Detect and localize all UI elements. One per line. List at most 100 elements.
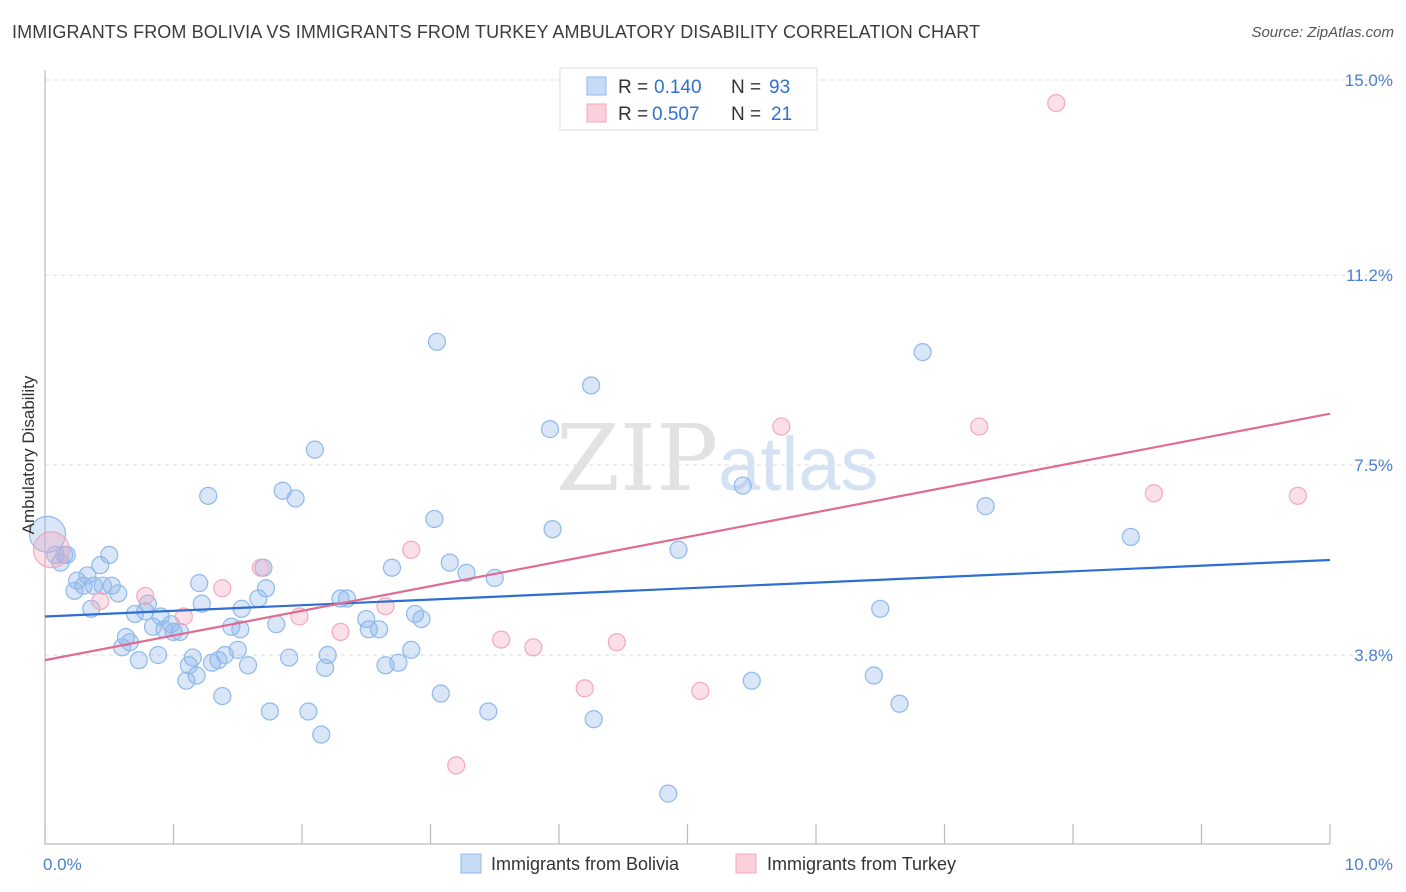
series-legend: Immigrants from Bolivia Immigrants from … bbox=[460, 853, 956, 874]
bolivia-point-69 bbox=[412, 609, 431, 629]
bolivia-point-55 bbox=[305, 440, 324, 459]
turkey-point-0 bbox=[32, 531, 71, 569]
legend-n-value-0: 93 bbox=[769, 77, 790, 98]
bottom-legend-swatch-turkey bbox=[735, 853, 757, 874]
x-tick-labels: 0.0% 10.0% bbox=[43, 855, 1393, 874]
bolivia-trend-line bbox=[44, 558, 1331, 618]
bottom-legend-swatch-bolivia bbox=[460, 853, 482, 874]
bolivia-point-66 bbox=[389, 653, 408, 672]
bolivia-point-54 bbox=[299, 702, 318, 721]
bolivia-point-86 bbox=[871, 599, 890, 618]
bolivia-point-48 bbox=[256, 579, 276, 598]
bolivia-point-80 bbox=[584, 710, 603, 729]
turkey-point-15 bbox=[691, 681, 710, 701]
bolivia-point-71 bbox=[427, 332, 447, 351]
turkey-point-2 bbox=[136, 586, 155, 606]
axes bbox=[44, 70, 1331, 845]
legend-r-label-0: R = bbox=[618, 77, 648, 98]
bolivia-point-77 bbox=[540, 420, 560, 439]
turkey-point-11 bbox=[492, 630, 511, 649]
bolivia-point-50 bbox=[267, 615, 286, 634]
turkey-point-17 bbox=[970, 417, 989, 436]
turkey-point-7 bbox=[331, 622, 350, 641]
bolivia-point-56 bbox=[312, 725, 331, 744]
bolivia-point-13 bbox=[100, 545, 119, 564]
legend-n-value-1: 21 bbox=[771, 104, 792, 125]
bolivia-point-90 bbox=[1121, 527, 1140, 547]
bolivia-point-52 bbox=[280, 648, 299, 667]
turkey-point-4 bbox=[213, 579, 232, 598]
watermark-zip: ZIP bbox=[556, 405, 718, 512]
turkey-point-14 bbox=[607, 633, 626, 652]
bolivia-point-58 bbox=[318, 645, 337, 665]
bolivia-point-88 bbox=[913, 342, 932, 362]
bolivia-point-70 bbox=[425, 509, 444, 529]
bolivia-point-89 bbox=[976, 497, 995, 516]
bottom-legend-bolivia: Immigrants from Bolivia bbox=[491, 854, 680, 874]
bolivia-point-62 bbox=[359, 620, 378, 639]
y-tick-labels: 3.8% 7.5% 11.2% 15.0% bbox=[1345, 71, 1393, 665]
bolivia-point-79 bbox=[582, 376, 601, 395]
turkey-point-10 bbox=[447, 756, 466, 775]
chart-title: IMMIGRANTS FROM BOLIVIA VS IMMIGRANTS FR… bbox=[12, 22, 981, 42]
watermark: ZIP atlas bbox=[556, 405, 879, 512]
bolivia-point-33 bbox=[187, 666, 206, 685]
turkey-point-18 bbox=[1047, 94, 1066, 113]
legend-r-value-1: 0.507 bbox=[652, 104, 700, 125]
bolivia-point-75 bbox=[479, 702, 498, 721]
bolivia-point-32 bbox=[183, 648, 202, 667]
bolivia-point-39 bbox=[213, 686, 232, 706]
bolivia-point-82 bbox=[669, 540, 688, 559]
turkey-point-5 bbox=[251, 558, 270, 577]
turkey-point-9 bbox=[402, 540, 421, 559]
bolivia-point-20 bbox=[129, 651, 148, 670]
bolivia-point-73 bbox=[440, 553, 459, 572]
bolivia-point-42 bbox=[228, 640, 247, 659]
y-tick-label-0: 3.8% bbox=[1354, 646, 1393, 665]
turkey-point-13 bbox=[575, 679, 594, 698]
turkey-point-1 bbox=[91, 591, 110, 611]
bolivia-point-43 bbox=[231, 620, 250, 639]
bolivia-point-83 bbox=[733, 476, 752, 495]
gridlines bbox=[45, 79, 1392, 656]
x-tick-label-0: 0.0% bbox=[43, 855, 82, 874]
bolivia-point-24 bbox=[148, 645, 168, 665]
source-label: Source: ZipAtlas.com bbox=[1251, 24, 1394, 41]
turkey-trend-line bbox=[44, 412, 1331, 662]
bolivia-point-4 bbox=[57, 545, 76, 564]
bolivia-point-65 bbox=[382, 558, 402, 577]
bolivia-point-45 bbox=[238, 656, 258, 675]
bolivia-point-30 bbox=[177, 671, 196, 690]
bolivia-point-8 bbox=[78, 566, 97, 585]
bolivia-point-11 bbox=[91, 556, 110, 575]
bolivia-point-72 bbox=[431, 684, 450, 703]
watermark-atlas: atlas bbox=[718, 422, 879, 507]
bolivia-point-63 bbox=[370, 620, 389, 639]
legend-n-label-1: N = bbox=[731, 104, 761, 125]
turkey-point-16 bbox=[772, 417, 791, 436]
bolivia-point-67 bbox=[402, 640, 421, 659]
bolivia-point-84 bbox=[742, 671, 761, 690]
turkey-point-12 bbox=[524, 638, 543, 657]
turkey-point-19 bbox=[1144, 484, 1164, 503]
trend-lines bbox=[44, 412, 1331, 662]
y-tick-label-1: 7.5% bbox=[1354, 456, 1393, 475]
data-points bbox=[28, 94, 1307, 803]
y-tick-label-3: 15.0% bbox=[1345, 71, 1393, 90]
bolivia-point-74 bbox=[457, 563, 476, 582]
y-axis-label: Ambulatory Disability bbox=[19, 375, 38, 534]
y-tick-label-2: 11.2% bbox=[1346, 266, 1393, 285]
bolivia-point-34 bbox=[192, 594, 211, 613]
x-tick-label-1: 10.0% bbox=[1345, 855, 1393, 874]
bolivia-point-15 bbox=[109, 584, 128, 603]
bolivia-point-81 bbox=[659, 784, 678, 803]
legend-r-value-0: 0.140 bbox=[654, 77, 702, 98]
legend-swatch-bolivia bbox=[586, 76, 607, 96]
stats-legend: R = 0.140 N = 93 R = 0.507 N = 21 bbox=[559, 67, 818, 131]
bolivia-point-49 bbox=[260, 702, 279, 721]
bottom-legend-turkey: Immigrants from Turkey bbox=[767, 854, 956, 874]
bolivia-point-78 bbox=[543, 520, 562, 539]
legend-n-label-0: N = bbox=[731, 77, 761, 98]
bolivia-point-35 bbox=[190, 574, 209, 593]
